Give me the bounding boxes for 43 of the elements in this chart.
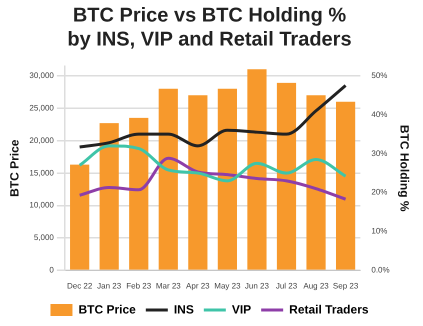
legend-label: VIP — [232, 302, 252, 316]
legend-label: BTC Price — [78, 302, 136, 316]
y-tick-label: 15,000 — [29, 168, 54, 178]
chart-title: BTC Price vs BTC Holding % by INS, VIP and Retail Traders — [67, 4, 352, 51]
y-tick-label: 10,000 — [29, 200, 54, 210]
bar — [158, 88, 178, 270]
bar — [247, 69, 267, 270]
y-tick-label: 25,000 — [29, 103, 54, 112]
y2-tick-label: 10% — [371, 226, 388, 236]
x-tick-label: Apr 23 — [186, 281, 210, 290]
x-tick-label: Jan 23 — [97, 281, 122, 290]
x-tick-label: Dec 22 — [66, 281, 93, 290]
bar — [70, 164, 90, 270]
x-tick-label: May 23 — [214, 281, 242, 290]
bar — [306, 95, 326, 270]
y-axis-title: BTC Price — [8, 139, 22, 197]
y-tick-label: 0 — [49, 266, 54, 275]
line-series — [78, 156, 348, 201]
y-tick-label: 5,000 — [34, 233, 54, 242]
y2-tick-label: 0.0% — [371, 266, 390, 275]
bar — [276, 82, 296, 270]
x-tick-label: Jun 23 — [244, 281, 270, 290]
bar — [100, 123, 119, 270]
y-tick-label: 20,000 — [29, 136, 54, 145]
x-tick-label: Sep 23 — [332, 281, 359, 290]
legend-label: Retail Traders — [289, 302, 369, 316]
x-tick-label: Jul 23 — [276, 281, 298, 290]
x-tick-label: Mar 23 — [156, 281, 182, 290]
y2-tick-label: 30% — [371, 148, 388, 158]
y2-axis-title: BTC Holding % — [397, 124, 412, 212]
bar — [188, 95, 208, 270]
line-series — [78, 144, 348, 182]
x-tick-label: Aug 23 — [303, 281, 330, 290]
y2-tick-label: 50% — [371, 70, 388, 80]
y2-tick-label: 20% — [371, 188, 388, 197]
line-series — [78, 84, 348, 148]
bar — [129, 118, 148, 270]
legend-label: INS — [174, 302, 194, 316]
bar — [336, 102, 356, 270]
x-tick-label: Feb 23 — [126, 281, 152, 290]
y-tick-label: 30,000 — [29, 70, 54, 80]
bar — [218, 88, 237, 270]
y2-tick-label: 40% — [371, 110, 388, 119]
